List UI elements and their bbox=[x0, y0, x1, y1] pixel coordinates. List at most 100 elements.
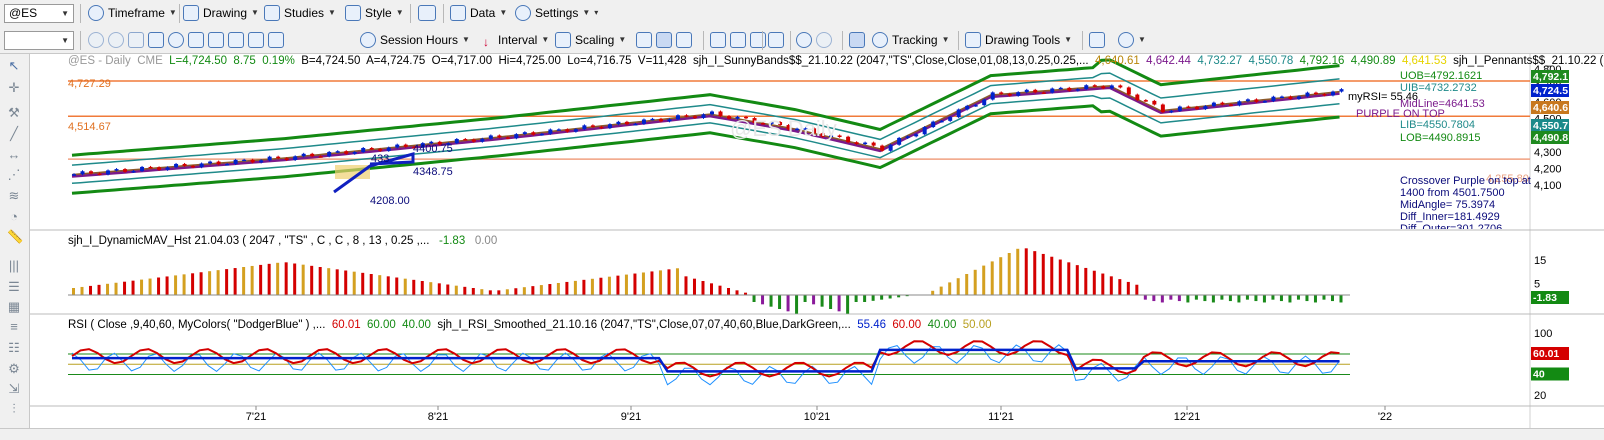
channel-icon[interactable]: ⋰ bbox=[7, 167, 21, 182]
candle-body bbox=[97, 173, 102, 175]
crosshair-button[interactable] bbox=[849, 30, 865, 50]
open-price: O=4,717.00 bbox=[431, 55, 493, 67]
fibonacci-icon[interactable]: ≋ bbox=[8, 188, 20, 203]
reload-icon[interactable] bbox=[108, 32, 124, 48]
chart-area[interactable]: 7'218'219'2110'2111'2112'21'224,8004,700… bbox=[30, 54, 1604, 428]
study-value-3: 4,732.27 bbox=[1197, 55, 1243, 67]
histogram-bar bbox=[1330, 295, 1334, 302]
histogram-bar bbox=[624, 274, 628, 295]
histogram-bar bbox=[718, 285, 722, 295]
candle-body bbox=[250, 159, 255, 163]
refresh-icon[interactable] bbox=[88, 32, 104, 48]
format-icon[interactable] bbox=[228, 32, 244, 48]
histogram-bar bbox=[225, 269, 229, 295]
studies-menu[interactable]: Studies ▼ bbox=[264, 3, 336, 23]
chart-canvas[interactable]: 7'218'219'2110'2111'2112'21'224,8004,700… bbox=[30, 54, 1604, 428]
candle-body bbox=[599, 126, 604, 129]
table-icon[interactable] bbox=[128, 32, 144, 48]
style-menu[interactable]: Style ▼ bbox=[345, 3, 404, 23]
settings-menu[interactable]: Settings ▼ ▾ bbox=[515, 3, 598, 23]
ohlc-bar-icon[interactable] bbox=[636, 32, 652, 48]
candle-body bbox=[140, 166, 145, 172]
list-icon[interactable]: ☷ bbox=[8, 340, 20, 355]
compress-icon[interactable] bbox=[710, 32, 726, 48]
lob-label: LOB=4490.8915 bbox=[1400, 132, 1481, 144]
session-hours-menu[interactable]: Session Hours ▼ bbox=[360, 30, 470, 50]
candle-body bbox=[1220, 102, 1225, 105]
ruler-icon[interactable]: 📏 bbox=[7, 229, 24, 244]
histogram-bar bbox=[1067, 262, 1071, 295]
histogram-bar bbox=[616, 275, 620, 295]
gear-icon[interactable] bbox=[248, 32, 264, 48]
candle-body bbox=[1271, 96, 1276, 102]
sunnybands-study-label[interactable]: sjh_I_SunnyBands$$_21.10.22 (2047,"TS",C… bbox=[693, 55, 1089, 67]
expand-icon[interactable] bbox=[750, 32, 766, 48]
histogram-bar bbox=[931, 290, 935, 295]
indicator-menu[interactable]: ▼ bbox=[1118, 30, 1146, 50]
hollow-candle-icon[interactable] bbox=[676, 32, 692, 48]
candle-body bbox=[684, 115, 689, 117]
rsi-study-label[interactable]: RSI ( Close ,9,40,60, MyColors( "DodgerB… bbox=[68, 319, 326, 331]
crosshair-icon[interactable]: ✛ bbox=[8, 80, 20, 95]
wrench-icon[interactable]: ⚒ bbox=[8, 105, 20, 120]
histogram-bar bbox=[1152, 295, 1156, 302]
rsi-smoothed-study-label[interactable]: sjh_I_RSI_Smoothed_21.10.16 (2047,"TS",C… bbox=[437, 319, 851, 331]
lines-icon[interactable]: ≡ bbox=[10, 319, 18, 334]
chart-type-icon[interactable] bbox=[188, 32, 204, 48]
separator bbox=[80, 4, 81, 23]
grid-icon[interactable] bbox=[268, 32, 284, 48]
menu-icon[interactable]: ☰ bbox=[8, 279, 20, 294]
timeline-icon[interactable]: ⫶ bbox=[12, 401, 16, 416]
tracking-menu[interactable]: Tracking ▼ bbox=[872, 30, 950, 50]
histogram-bar bbox=[1041, 253, 1045, 295]
vertical-lines-icon[interactable]: ||| bbox=[8, 258, 20, 273]
pennants-study-label[interactable]: sjh_I_Pennants$$_21.10.22 (2... bbox=[1453, 55, 1604, 67]
chevron-down-icon: ▼ bbox=[941, 35, 950, 44]
cycle-icon[interactable]: ◔ bbox=[10, 209, 18, 224]
chevron-down-icon: ▼ bbox=[395, 8, 404, 17]
pct-change: 0.19% bbox=[262, 55, 295, 67]
gear-icon[interactable]: ⚙ bbox=[8, 361, 20, 376]
interval-menu[interactable]: ↓ Interval ▼ bbox=[478, 30, 549, 50]
histogram-bar bbox=[182, 274, 186, 295]
last-price: L=4,724.50 bbox=[169, 55, 228, 67]
panel-layout-button[interactable] bbox=[418, 3, 436, 23]
scaling-menu[interactable]: Scaling ▼ bbox=[555, 30, 626, 50]
zoom-icon[interactable] bbox=[148, 32, 164, 48]
trendline-button[interactable] bbox=[1089, 30, 1105, 50]
studies-icon bbox=[264, 5, 280, 21]
histogram-bar bbox=[80, 286, 84, 295]
trendline-icon[interactable]: ╱ bbox=[10, 126, 18, 141]
image-icon[interactable] bbox=[208, 32, 224, 48]
candle-body bbox=[650, 118, 655, 121]
candle-body bbox=[1126, 87, 1131, 95]
histogram-bar bbox=[1084, 267, 1088, 295]
pointer-icon[interactable]: ↖ bbox=[8, 58, 20, 73]
interval-input[interactable]: ▼ bbox=[4, 31, 74, 50]
panels-button[interactable] bbox=[768, 30, 784, 50]
time-label: 8'21 bbox=[428, 411, 448, 423]
time-label: 9'21 bbox=[621, 411, 641, 423]
timeframe-menu[interactable]: Timeframe ▼ bbox=[88, 3, 177, 23]
candlestick-icon[interactable] bbox=[656, 32, 672, 48]
candle-body bbox=[982, 99, 987, 106]
zoom-in-icon[interactable] bbox=[796, 32, 812, 48]
candle-body bbox=[863, 142, 868, 145]
symbol-input[interactable]: @ES ▼ bbox=[4, 4, 74, 23]
drawing-menu[interactable]: Drawing ▼ bbox=[183, 3, 259, 23]
histogram-bar bbox=[1169, 295, 1173, 300]
compress-icon[interactable]: ⇲ bbox=[8, 381, 20, 396]
center-icon[interactable] bbox=[730, 32, 746, 48]
zoom-out-icon[interactable] bbox=[816, 32, 832, 48]
histogram-bar bbox=[846, 295, 850, 314]
candle-body bbox=[182, 163, 187, 166]
drawing-tools-menu[interactable]: Drawing Tools ▼ bbox=[965, 30, 1072, 50]
data-menu[interactable]: Data ▼ bbox=[450, 3, 507, 23]
dynamicmav-study-label[interactable]: sjh_I_DynamicMAV_Hst 21.04.03 ( 2047 , "… bbox=[68, 235, 430, 247]
separator bbox=[1082, 31, 1083, 50]
speedometer-icon[interactable] bbox=[168, 32, 184, 48]
candle-body bbox=[744, 116, 749, 119]
horizontal-line-icon[interactable]: ↔ bbox=[7, 147, 21, 162]
rsi-axis-label: 100 bbox=[1534, 328, 1552, 340]
grid-icon[interactable]: ▦ bbox=[7, 299, 21, 314]
